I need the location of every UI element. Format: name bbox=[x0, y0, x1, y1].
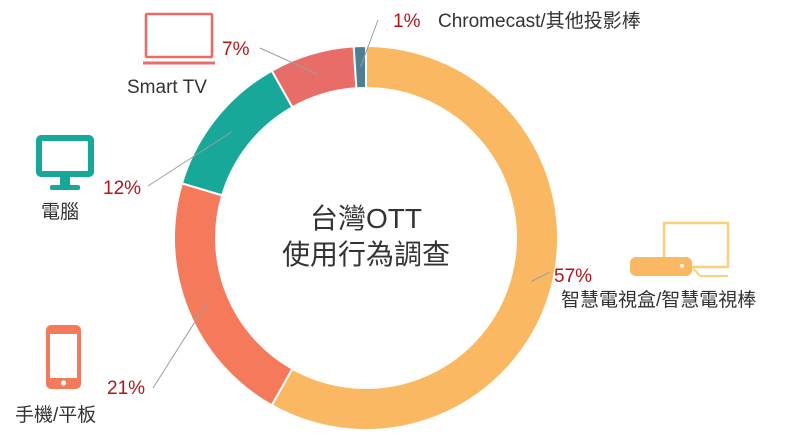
donut-slice-chromecast bbox=[352, 44, 367, 90]
tv-box-icon bbox=[630, 221, 730, 277]
donut-slice-mobile bbox=[173, 182, 294, 407]
slice-value-label-computer: 12% bbox=[103, 178, 141, 199]
smart-tv-icon bbox=[143, 12, 215, 65]
leader-line-computer bbox=[147, 130, 233, 187]
chart-title-line-1: 台灣OTT bbox=[310, 203, 422, 234]
leader-line-chromecast bbox=[360, 19, 379, 68]
desktop-monitor-icon bbox=[36, 135, 94, 190]
donut-slices bbox=[173, 44, 559, 431]
leader-lines bbox=[147, 19, 551, 389]
slice-category-label-computer: 電腦 bbox=[41, 201, 79, 223]
slice-value-label-tv-box: 57% bbox=[554, 266, 592, 287]
slice-value-label-mobile: 21% bbox=[107, 378, 145, 399]
slice-category-label-mobile: 手機/平板 bbox=[15, 404, 96, 426]
leader-line-mobile bbox=[152, 301, 208, 389]
leader-line-tv-box bbox=[531, 271, 551, 282]
slice-category-label-tv-box: 智慧電視盒/智慧電視棒 bbox=[561, 289, 756, 311]
slice-category-label-smart-tv: Smart TV bbox=[127, 77, 207, 98]
slice-category-label-chromecast: Chromecast/其他投影棒 bbox=[438, 10, 641, 32]
smartphone-icon bbox=[46, 325, 81, 389]
chart-title-line-2: 使用行為調查 bbox=[282, 239, 450, 270]
leader-line-smart-tv bbox=[259, 47, 318, 75]
slice-value-label-chromecast: 1% bbox=[393, 11, 421, 32]
donut-slice-tv-box bbox=[270, 44, 559, 431]
slice-value-label-smart-tv: 7% bbox=[222, 39, 250, 60]
